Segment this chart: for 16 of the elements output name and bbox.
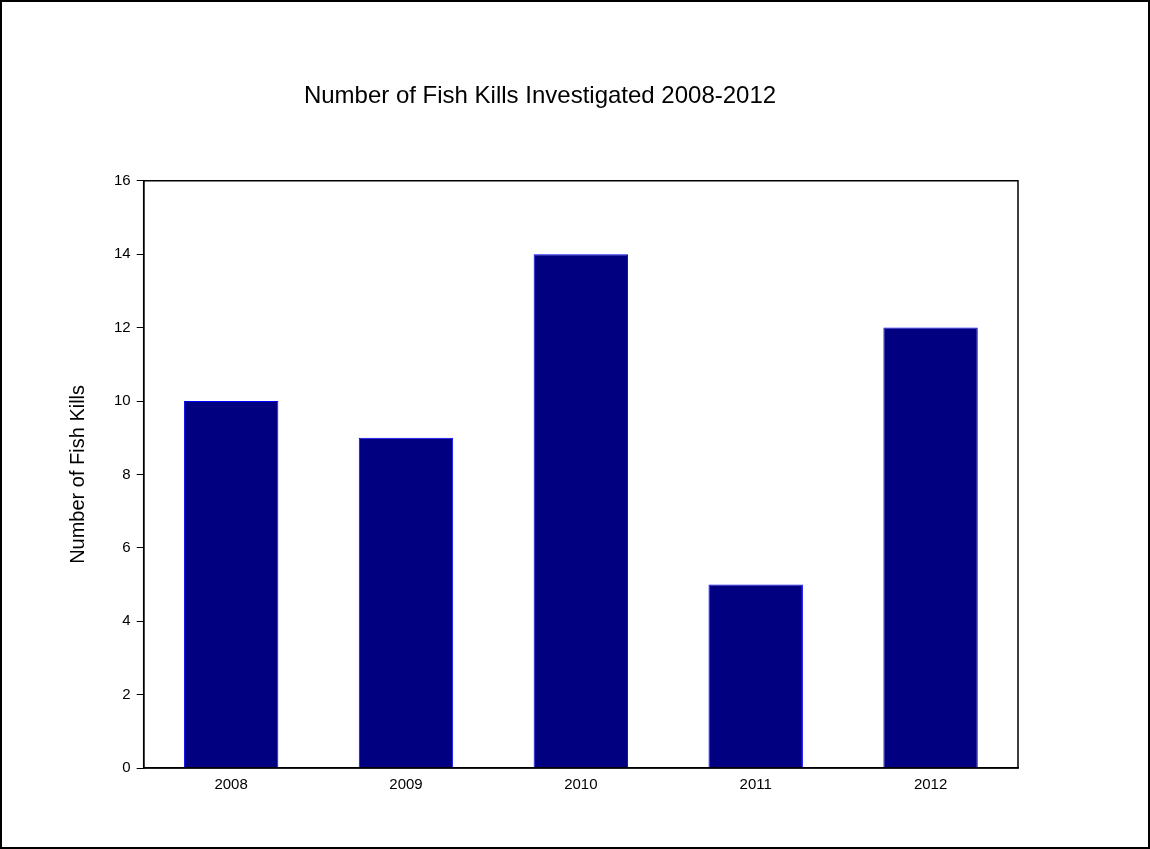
y-tick-label: 4 [122,611,131,629]
y-tick-label: 12 [114,317,131,335]
y-tick-label: 16 [114,170,131,188]
x-tick-label: 2011 [739,775,772,793]
y-tick-label: 8 [122,464,131,482]
x-tick-label: 2008 [214,775,248,793]
y-tick-label: 2 [122,684,131,702]
y-tick-label: 0 [122,758,131,776]
y-tick-label: 6 [122,537,131,555]
y-tick-label: 10 [114,391,131,409]
x-tick-label: 2009 [389,775,423,793]
chart-title: Number of Fish Kills Investigated 2008-2012 [303,81,777,109]
y-axis-title: Number of Fish Kills [65,384,88,564]
x-tick-label: 2012 [913,775,948,793]
y-tick-label: 14 [114,244,131,262]
x-tick-label: 2010 [564,775,598,793]
